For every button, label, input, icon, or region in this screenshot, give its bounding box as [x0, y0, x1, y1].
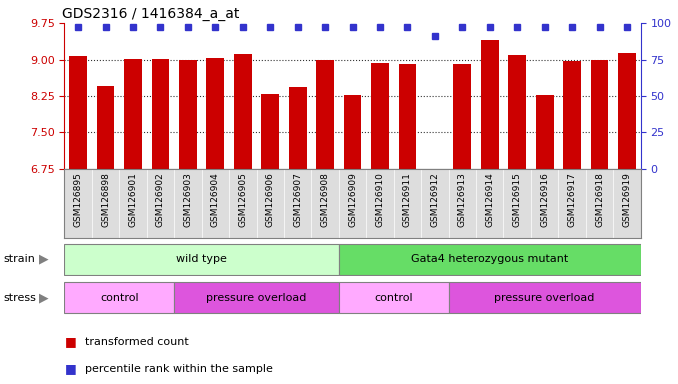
Text: pressure overload: pressure overload — [206, 293, 306, 303]
Bar — [481, 40, 499, 169]
Text: GSM126903: GSM126903 — [184, 172, 193, 227]
Text: GSM126919: GSM126919 — [622, 172, 631, 227]
Text: percentile rank within the sample: percentile rank within the sample — [85, 364, 273, 374]
Text: GSM126912: GSM126912 — [431, 172, 439, 227]
Text: GSM126916: GSM126916 — [540, 172, 549, 227]
Text: GSM126915: GSM126915 — [513, 172, 521, 227]
Text: GSM126910: GSM126910 — [376, 172, 384, 227]
Text: wild type: wild type — [176, 254, 227, 264]
Bar — [591, 60, 608, 169]
Text: stress: stress — [3, 293, 36, 303]
Text: ▶: ▶ — [39, 291, 49, 304]
Text: GSM126895: GSM126895 — [74, 172, 83, 227]
Text: GSM126898: GSM126898 — [101, 172, 110, 227]
Text: GSM126918: GSM126918 — [595, 172, 604, 227]
Text: pressure overload: pressure overload — [494, 293, 595, 303]
FancyBboxPatch shape — [64, 282, 174, 313]
Bar — [69, 56, 87, 169]
FancyBboxPatch shape — [449, 282, 641, 313]
Text: control: control — [374, 293, 413, 303]
Text: ▶: ▶ — [39, 253, 49, 266]
FancyBboxPatch shape — [174, 282, 339, 313]
Text: GSM126907: GSM126907 — [293, 172, 302, 227]
Bar — [371, 63, 389, 169]
Text: GSM126906: GSM126906 — [266, 172, 275, 227]
Bar — [508, 55, 526, 169]
Text: strain: strain — [3, 254, 35, 264]
Text: GSM126913: GSM126913 — [458, 172, 467, 227]
Text: ■: ■ — [64, 335, 76, 348]
Text: GSM126911: GSM126911 — [403, 172, 412, 227]
Bar — [563, 61, 581, 169]
Text: GSM126902: GSM126902 — [156, 172, 165, 227]
Text: Gata4 heterozygous mutant: Gata4 heterozygous mutant — [411, 254, 568, 264]
Bar — [234, 54, 252, 169]
Bar — [97, 86, 115, 169]
Bar — [344, 94, 361, 169]
Bar — [399, 65, 416, 169]
Text: control: control — [100, 293, 138, 303]
FancyBboxPatch shape — [339, 282, 449, 313]
Text: GDS2316 / 1416384_a_at: GDS2316 / 1416384_a_at — [62, 7, 239, 21]
Text: GSM126909: GSM126909 — [348, 172, 357, 227]
Text: GSM126901: GSM126901 — [129, 172, 138, 227]
Text: transformed count: transformed count — [85, 337, 188, 347]
Text: GSM126905: GSM126905 — [238, 172, 247, 227]
Bar — [152, 59, 170, 169]
Text: GSM126904: GSM126904 — [211, 172, 220, 227]
Text: ■: ■ — [64, 362, 76, 375]
Bar — [289, 87, 306, 169]
Bar — [124, 59, 142, 169]
Bar — [179, 60, 197, 169]
Bar — [261, 94, 279, 169]
Bar — [206, 58, 224, 169]
FancyBboxPatch shape — [339, 244, 641, 275]
Text: GSM126914: GSM126914 — [485, 172, 494, 227]
Bar — [618, 53, 636, 169]
Text: GSM126917: GSM126917 — [567, 172, 576, 227]
Bar — [536, 94, 553, 169]
Bar — [454, 65, 471, 169]
Bar — [316, 60, 334, 169]
Text: GSM126908: GSM126908 — [321, 172, 330, 227]
FancyBboxPatch shape — [64, 244, 339, 275]
